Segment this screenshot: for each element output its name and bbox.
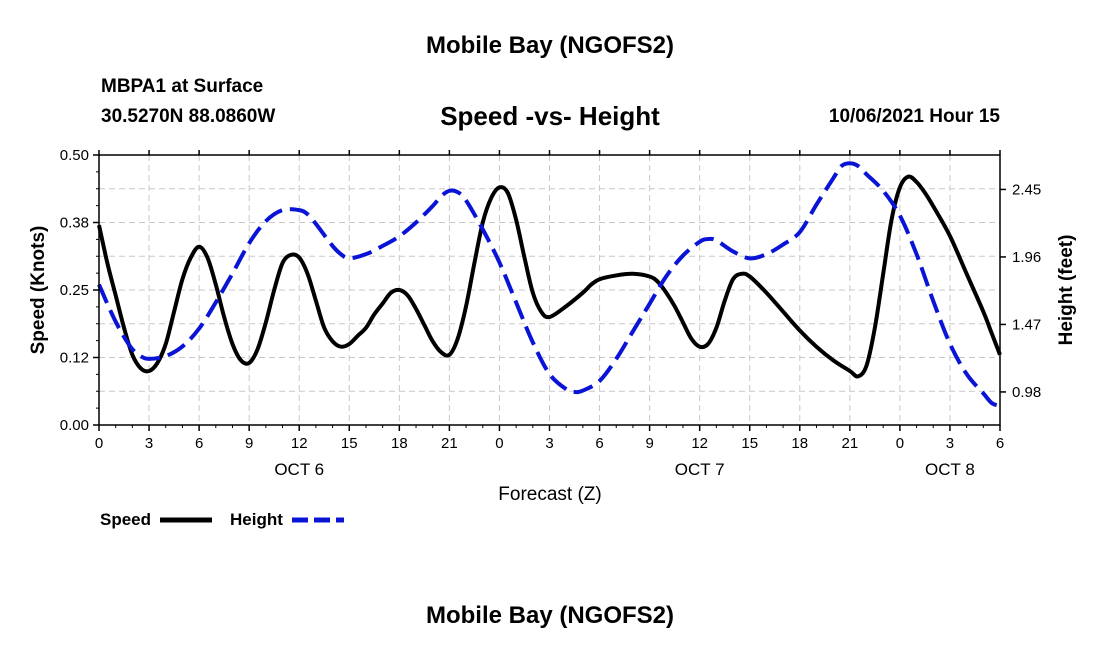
y-left-tick-label: 0.50 (60, 147, 89, 164)
y-right-tick-label: 1.47 (1012, 316, 1041, 333)
x-tick-label: 12 (291, 435, 308, 452)
series-line-speed (97, 174, 1002, 379)
station-label: MBPA1 at Surface (101, 76, 264, 97)
datetime-label: 10/06/2021 Hour 15 (828, 106, 1000, 127)
day-label: OCT 6 (274, 460, 324, 479)
x-tick-label: 3 (145, 435, 153, 452)
y-right-tick-label: 0.98 (1012, 384, 1041, 401)
y-right-tick-label: 2.45 (1012, 181, 1041, 198)
x-tick-label: 18 (791, 435, 808, 452)
footer-title: Mobile Bay (NGOFS2) (425, 602, 675, 629)
x-tick-label: 9 (245, 435, 253, 452)
x-tick-label: 0 (896, 435, 904, 452)
x-tick-label: 3 (545, 435, 553, 452)
x-tick-label: 9 (645, 435, 653, 452)
day-label: OCT 8 (925, 460, 975, 479)
y-left-tick-label: 0.12 (60, 350, 89, 367)
coordinates-label: 30.5270N 88.0860W (101, 106, 276, 127)
series-line-height (97, 161, 1001, 408)
y-axis-left-title: Speed (Knots) (28, 226, 49, 355)
y-axis-right-title: Height (feet) (1056, 235, 1077, 346)
x-tick-label: 12 (691, 435, 708, 452)
grid-lines (98, 155, 1001, 425)
x-axis-title: Forecast (Z) (498, 484, 601, 505)
x-tick-label: 18 (391, 435, 408, 452)
chart-subtitle: Speed -vs- Height (440, 101, 660, 131)
chart-title: Mobile Bay (NGOFS2) (425, 32, 675, 59)
y-left-tick-label: 0.00 (60, 417, 89, 434)
x-tick-label: 0 (495, 435, 503, 452)
day-label: OCT 7 (675, 460, 725, 479)
legend-height-label: Height (230, 510, 283, 529)
x-tick-label: 6 (195, 435, 203, 452)
x-tick-label: 3 (946, 435, 954, 452)
y-left-tick-label: 0.38 (60, 215, 89, 232)
y-left-tick-label: 0.25 (60, 282, 89, 299)
x-tick-label: 15 (341, 435, 358, 452)
axes: 0 3 6 9 12 15 18 21 0 3 6 9 12 15 18 21 0 3 6 OCT 6 OCT 7 OCT… (60, 147, 1041, 479)
x-tick-label: 0 (95, 435, 103, 452)
x-tick-label: 6 (595, 435, 603, 452)
series-layer (97, 161, 1002, 408)
x-tick-label: 21 (841, 435, 858, 452)
legend-speed-label: Speed (100, 510, 151, 529)
y-right-tick-label: 1.96 (1012, 249, 1041, 266)
x-tick-label: 6 (996, 435, 1004, 452)
x-tick-label: 15 (741, 435, 758, 452)
x-tick-label: 21 (441, 435, 458, 452)
